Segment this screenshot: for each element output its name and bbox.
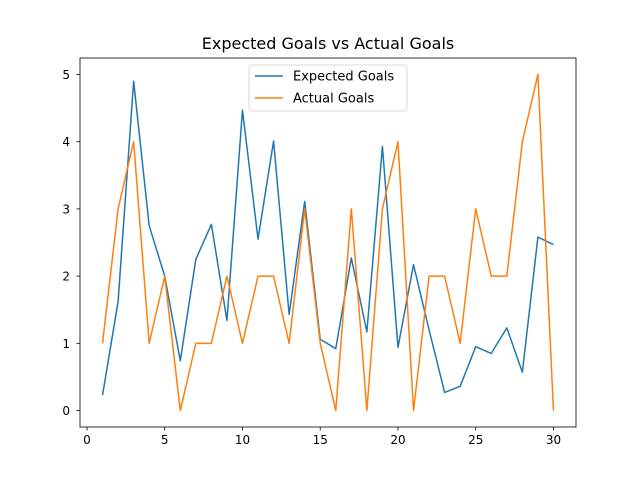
x-tick-label: 5 — [161, 433, 169, 447]
series-line-1 — [101, 73, 555, 412]
x-tick-label: 10 — [235, 433, 250, 447]
y-tick-label: 2 — [62, 270, 70, 284]
plot-area — [101, 73, 555, 412]
legend-label: Actual Goals — [293, 92, 374, 107]
axes: 0 5 10 15 20 25 30 0 1 2 3 4 5 — [62, 57, 577, 447]
chart-title: Expected Goals vs Actual Goals — [202, 34, 454, 53]
y-tick-label: 5 — [62, 68, 70, 82]
x-tick-label: 15 — [313, 433, 328, 447]
legend: Expected Goals Actual Goals — [248, 64, 408, 112]
x-tick-label: 30 — [546, 433, 561, 447]
x-tick-label: 25 — [468, 433, 483, 447]
y-tick-label: 4 — [62, 135, 70, 149]
x-tick-label: 20 — [390, 433, 405, 447]
y-tick-label: 1 — [62, 337, 70, 351]
y-tick-label: 0 — [62, 404, 70, 418]
x-tick-label: 0 — [83, 433, 91, 447]
legend-box — [248, 64, 408, 112]
legend-label: Expected Goals — [293, 70, 394, 85]
y-tick-label: 3 — [62, 202, 70, 216]
series-line-0 — [101, 80, 554, 396]
axes-frame — [79, 57, 577, 428]
